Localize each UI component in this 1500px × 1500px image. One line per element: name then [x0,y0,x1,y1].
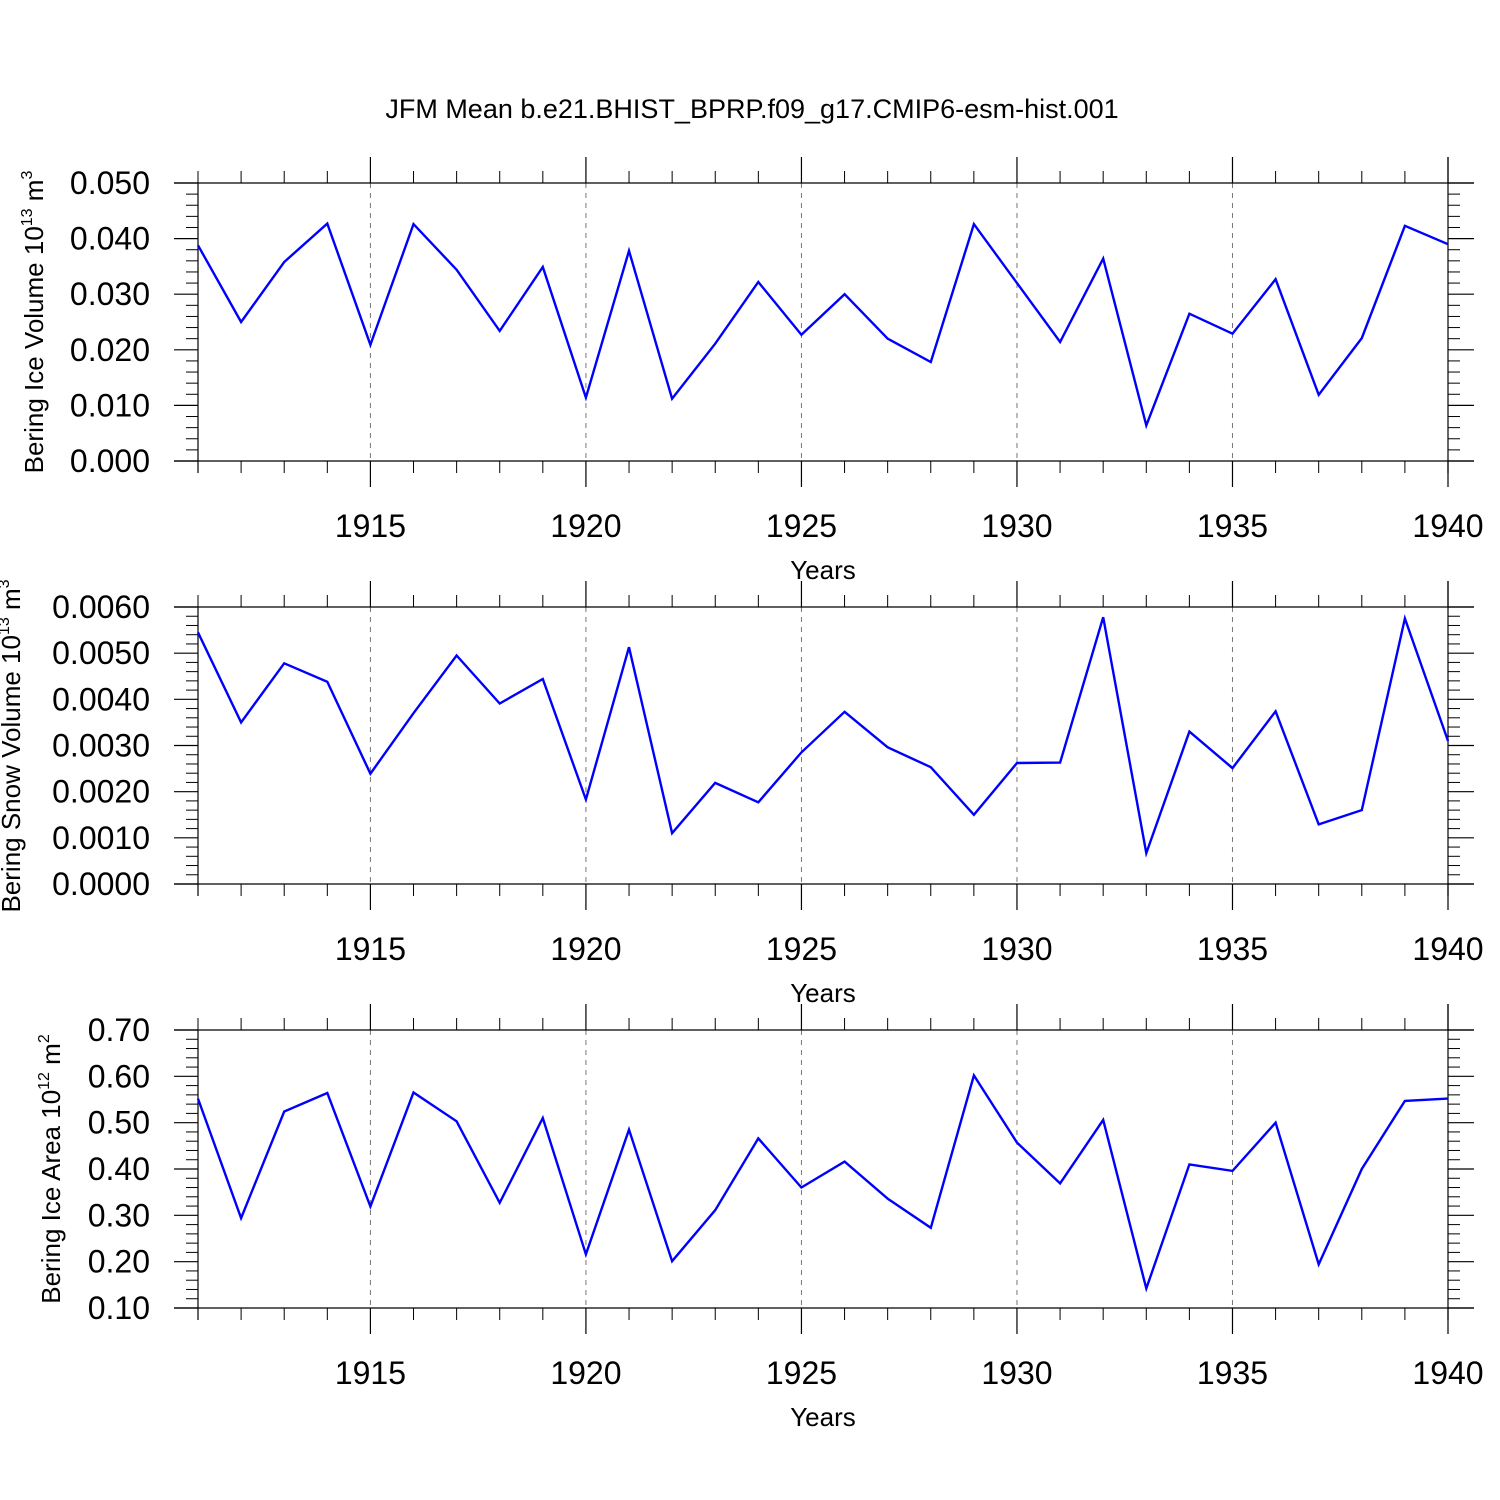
x-axis-label: Years [790,978,856,1008]
x-tick-label: 1915 [335,1355,406,1391]
y-axis-label: Bering Snow Volume 1013 m3 [0,579,26,912]
x-tick-label: 1925 [766,931,837,967]
y-tick-label: 0.20 [88,1244,150,1280]
y-tick-label: 0.0030 [52,728,150,764]
x-tick-label: 1915 [335,508,406,544]
x-tick-label: 1940 [1412,931,1483,967]
y-tick-label: 0.30 [88,1197,150,1233]
y-tick-label: 0.70 [88,1012,150,1048]
figure-title: JFM Mean b.e21.BHIST_BPRP.f09_g17.CMIP6-… [385,94,1118,124]
y-tick-label: 0.50 [88,1105,150,1141]
y-tick-label: 0.0060 [52,589,150,625]
x-tick-label: 1920 [550,931,621,967]
y-tick-label: 0.40 [88,1151,150,1187]
y-tick-label: 0.020 [70,332,150,368]
x-tick-label: 1930 [981,1355,1052,1391]
y-axis-label-unit-exponent: 2 [36,1034,53,1043]
x-tick-label: 1915 [335,931,406,967]
x-tick-label: 1940 [1412,1355,1483,1391]
y-axis-label-exponent: 12 [36,1072,53,1090]
x-tick-label: 1930 [981,931,1052,967]
y-axis-label-exponent: 13 [0,617,13,635]
series-line [196,614,1450,858]
chart-panel-2: 0.0000 0.0010 0.0020 0.0030 0.0040 0.0050 0.00… [0,579,1484,1008]
y-axis-label-unit-exponent: 3 [0,579,13,588]
x-axis-label: Years [790,555,856,585]
x-tick-label: 1935 [1197,931,1268,967]
y-axis-label-unit: m [19,180,49,209]
x-tick-label: 1935 [1197,1355,1268,1391]
x-tick-label: 1925 [766,1355,837,1391]
x-tick-label: 1920 [550,1355,621,1391]
y-tick-label: 0.10 [88,1290,150,1326]
y-axis-label-unit: m [0,588,26,617]
y-tick-label: 0.0000 [52,866,150,902]
y-axis-label: Bering Ice Volume 1013 m3 [19,171,49,474]
y-tick-label: 0.0050 [52,635,150,671]
x-tick-label: 1940 [1412,508,1483,544]
x-tick-label: 1920 [550,508,621,544]
y-tick-label: 0.050 [70,165,150,201]
y-tick-label: 0.040 [70,221,150,257]
y-axis-label-main: Bering Ice Volume 10 [19,226,49,473]
x-tick-label: 1935 [1197,508,1268,544]
x-axis-label: Years [790,1402,856,1432]
y-axis-label: Bering Ice Area 1012 m2 [36,1034,66,1304]
y-tick-label: 0.60 [88,1058,150,1094]
x-tick-label: 1925 [766,508,837,544]
y-axis-label-main: Bering Snow Volume 10 [0,635,26,913]
y-axis-label-unit-exponent: 3 [19,171,36,180]
series-line [196,1072,1449,1293]
y-tick-label: 0.0010 [52,820,150,856]
chart-panel-3: 0.10 0.20 0.30 0.40 0.50 0.60 0.70 1915 1920 1925… [36,1004,1484,1432]
series-line [196,221,1449,430]
y-axis-label-unit: m [36,1043,66,1072]
y-tick-label: 0.030 [70,276,150,312]
y-tick-label: 0.0020 [52,774,150,810]
y-axis-label-exponent: 13 [19,208,36,226]
chart-panel-1: 0.000 0.010 0.020 0.030 0.040 0.050 1915 1920 19… [19,157,1484,585]
x-tick-label: 1930 [981,508,1052,544]
y-tick-label: 0.000 [70,443,150,479]
y-tick-label: 0.010 [70,387,150,423]
y-axis-label-main: Bering Ice Area 10 [36,1090,66,1304]
y-tick-label: 0.0040 [52,681,150,717]
